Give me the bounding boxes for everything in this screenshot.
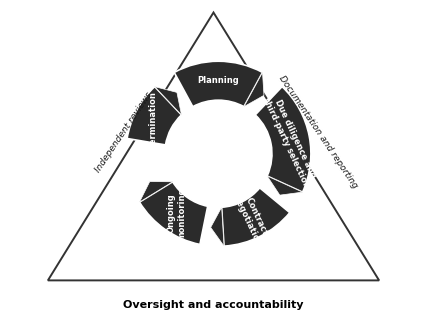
- Text: Documentation and reporting: Documentation and reporting: [276, 74, 359, 190]
- Polygon shape: [139, 181, 172, 202]
- Text: Ongoing
monitoring: Ongoing monitoring: [167, 187, 186, 240]
- Text: Contract
negotiation: Contract negotiation: [230, 190, 271, 248]
- Text: Independent reviews: Independent reviews: [93, 90, 153, 174]
- Wedge shape: [255, 87, 310, 192]
- Text: Oversight and accountability: Oversight and accountability: [123, 300, 303, 310]
- Polygon shape: [154, 87, 181, 115]
- Wedge shape: [127, 87, 181, 145]
- Polygon shape: [243, 73, 263, 107]
- Text: Termination: Termination: [149, 91, 158, 148]
- Wedge shape: [139, 182, 207, 245]
- Text: Due diligence and
third-party selection: Due diligence and third-party selection: [260, 92, 319, 190]
- Polygon shape: [267, 176, 302, 195]
- Wedge shape: [174, 61, 262, 107]
- Text: Planning: Planning: [197, 76, 239, 85]
- Polygon shape: [210, 207, 224, 246]
- Wedge shape: [221, 188, 289, 246]
